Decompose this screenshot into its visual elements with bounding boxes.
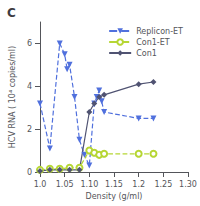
svg-text:Replicon-ET: Replicon-ET	[136, 27, 183, 36]
svg-text:HCV RNA ( 10⁴ copies/ml): HCV RNA ( 10⁴ copies/ml)	[8, 46, 17, 148]
svg-text:1.25: 1.25	[154, 180, 172, 189]
svg-text:4: 4	[27, 82, 32, 91]
svg-text:1.10: 1.10	[80, 180, 98, 189]
svg-text:0: 0	[27, 168, 32, 177]
svg-text:Con1-ET: Con1-ET	[136, 38, 170, 47]
svg-text:Density (g/ml): Density (g/ml)	[85, 192, 142, 201]
svg-text:6: 6	[27, 39, 32, 48]
svg-text:1.15: 1.15	[105, 180, 123, 189]
svg-text:1.05: 1.05	[56, 180, 74, 189]
svg-text:Con1: Con1	[136, 49, 157, 58]
svg-text:1.2: 1.2	[132, 180, 145, 189]
svg-text:2: 2	[27, 125, 32, 134]
svg-text:1.30: 1.30	[179, 180, 197, 189]
svg-text:1.0: 1.0	[34, 180, 47, 189]
svg-text:C: C	[7, 6, 16, 20]
